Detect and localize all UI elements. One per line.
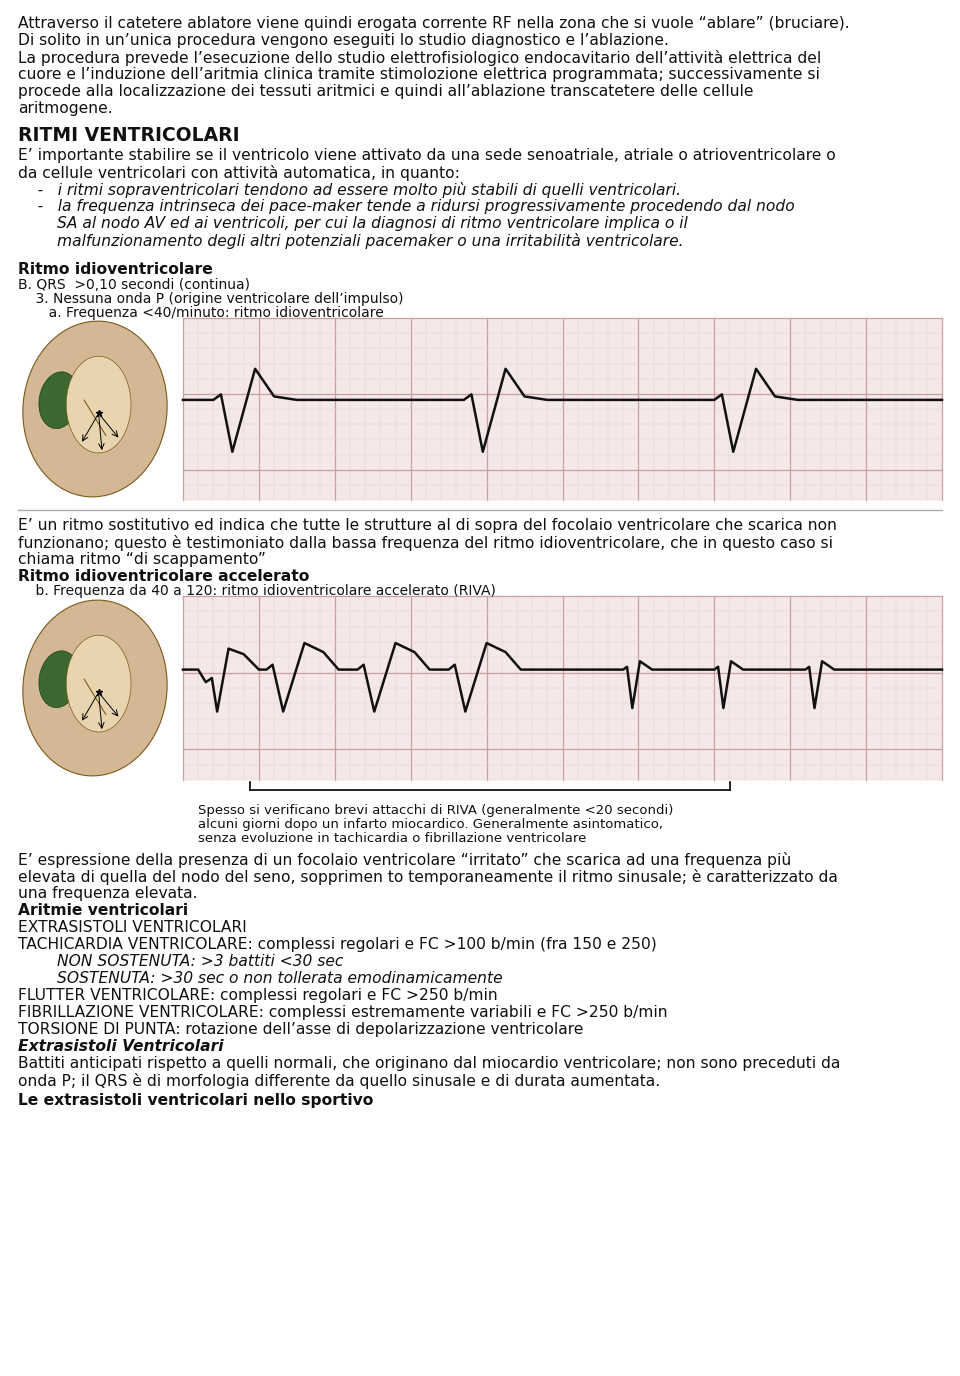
Text: alcuni giorni dopo un infarto miocardico. Generalmente asintomatico,: alcuni giorni dopo un infarto miocardico… [198, 817, 663, 831]
Text: a. Frequenza <40/minuto: ritmo idioventricolare: a. Frequenza <40/minuto: ritmo idioventr… [18, 305, 384, 321]
Ellipse shape [38, 651, 79, 707]
Text: malfunzionamento degli altri potenziali pacemaker o una irritabilità ventricolar: malfunzionamento degli altri potenziali … [18, 233, 684, 249]
Text: 3. Nessuna onda P (origine ventricolare dell’impulso): 3. Nessuna onda P (origine ventricolare … [18, 292, 403, 305]
Text: una frequenza elevata.: una frequenza elevata. [18, 886, 198, 901]
Text: -   i ritmi sopraventricolari tendono ad essere molto più stabili di quelli vent: - i ritmi sopraventricolari tendono ad e… [18, 182, 681, 198]
Ellipse shape [66, 356, 131, 453]
Text: funzionano; questo è testimoniato dalla bassa frequenza del ritmo idioventricola: funzionano; questo è testimoniato dalla … [18, 535, 833, 550]
Text: Le extrasistoli ventricolari nello sportivo: Le extrasistoli ventricolari nello sport… [18, 1093, 373, 1108]
Text: TACHICARDIA VENTRICOLARE: complessi regolari e FC >100 b/min (fra 150 e 250): TACHICARDIA VENTRICOLARE: complessi rego… [18, 937, 657, 952]
Text: E’ un ritmo sostitutivo ed indica che tutte le strutture al di sopra del focolai: E’ un ritmo sostitutivo ed indica che tu… [18, 517, 837, 533]
Text: Ritmo idioventricolare: Ritmo idioventricolare [18, 261, 213, 277]
Bar [183, 318, 942, 499]
Text: RITMI VENTRICOLARI: RITMI VENTRICOLARI [18, 127, 240, 144]
Ellipse shape [23, 321, 167, 497]
Text: senza evoluzione in tachicardia o fibrillazione ventricolare: senza evoluzione in tachicardia o fibril… [198, 832, 587, 845]
Text: NON SOSTENUTA: >3 battiti <30 sec: NON SOSTENUTA: >3 battiti <30 sec [18, 954, 344, 969]
Ellipse shape [23, 600, 167, 776]
Text: aritmogene.: aritmogene. [18, 100, 112, 116]
Text: Battiti anticipati rispetto a quelli normali, che originano dal miocardio ventri: Battiti anticipati rispetto a quelli nor… [18, 1055, 840, 1071]
Text: FIBRILLAZIONE VENTRICOLARE: complessi estremamente variabili e FC >250 b/min: FIBRILLAZIONE VENTRICOLARE: complessi es… [18, 1004, 667, 1020]
Text: SOSTENUTA: >30 sec o non tollerata emodinamicamente: SOSTENUTA: >30 sec o non tollerata emodi… [18, 971, 503, 987]
Text: Extrasistoli Ventricolari: Extrasistoli Ventricolari [18, 1039, 224, 1054]
Text: procede alla localizzazione dei tessuti aritmici e quindi all’ablazione transcat: procede alla localizzazione dei tessuti … [18, 84, 754, 99]
Text: E’ espressione della presenza di un focolaio ventricolare “irritato” che scarica: E’ espressione della presenza di un foco… [18, 852, 791, 868]
Text: TORSIONE DI PUNTA: rotazione dell’asse di depolarizzazione ventricolare: TORSIONE DI PUNTA: rotazione dell’asse d… [18, 1022, 584, 1038]
Text: -   la frequenza intrinseca dei pace-maker tende a ridursi progressivamente proc: - la frequenza intrinseca dei pace-maker… [18, 200, 795, 215]
Text: onda P; il QRS è di morfologia differente da quello sinusale e di durata aumenta: onda P; il QRS è di morfologia different… [18, 1073, 660, 1088]
Bar [183, 596, 942, 780]
Text: b. Frequenza da 40 a 120: ritmo idioventricolare accelerato (RIVA): b. Frequenza da 40 a 120: ritmo idiovent… [18, 583, 496, 599]
Text: elevata di quella del nodo del seno, sopprimen to temporaneamente il ritmo sinus: elevata di quella del nodo del seno, sop… [18, 870, 838, 885]
Text: cuore e l’induzione dell’aritmia clinica tramite stimolozione elettrica programm: cuore e l’induzione dell’aritmia clinica… [18, 67, 820, 83]
Text: FLUTTER VENTRICOLARE: complessi regolari e FC >250 b/min: FLUTTER VENTRICOLARE: complessi regolari… [18, 988, 497, 1003]
Text: chiama ritmo “di scappamento”: chiama ritmo “di scappamento” [18, 552, 266, 567]
Text: E’ importante stabilire se il ventricolo viene attivato da una sede senoatriale,: E’ importante stabilire se il ventricolo… [18, 149, 836, 162]
Text: Spesso si verificano brevi attacchi di RIVA (generalmente <20 secondi): Spesso si verificano brevi attacchi di R… [198, 804, 673, 817]
Text: Ritmo idioventricolare accelerato: Ritmo idioventricolare accelerato [18, 570, 309, 583]
Text: SA al nodo AV ed ai ventricoli, per cui la diagnosi di ritmo ventricolare implic: SA al nodo AV ed ai ventricoli, per cui … [18, 216, 687, 231]
Text: EXTRASISTOLI VENTRICOLARI: EXTRASISTOLI VENTRICOLARI [18, 921, 247, 936]
Ellipse shape [38, 372, 79, 428]
Text: da cellule ventricolari con attività automatica, in quanto:: da cellule ventricolari con attività aut… [18, 165, 460, 182]
Text: Aritmie ventricolari: Aritmie ventricolari [18, 903, 188, 918]
Text: Attraverso il catetere ablatore viene quindi erogata corrente RF nella zona che : Attraverso il catetere ablatore viene qu… [18, 17, 850, 32]
Text: La procedura prevede l’esecuzione dello studio elettrofisiologico endocavitario : La procedura prevede l’esecuzione dello … [18, 50, 821, 66]
Text: B. QRS  >0,10 secondi (continua): B. QRS >0,10 secondi (continua) [18, 278, 250, 292]
Ellipse shape [66, 636, 131, 732]
Text: Di solito in un’unica procedura vengono eseguiti lo studio diagnostico e l’ablaz: Di solito in un’unica procedura vengono … [18, 33, 669, 48]
